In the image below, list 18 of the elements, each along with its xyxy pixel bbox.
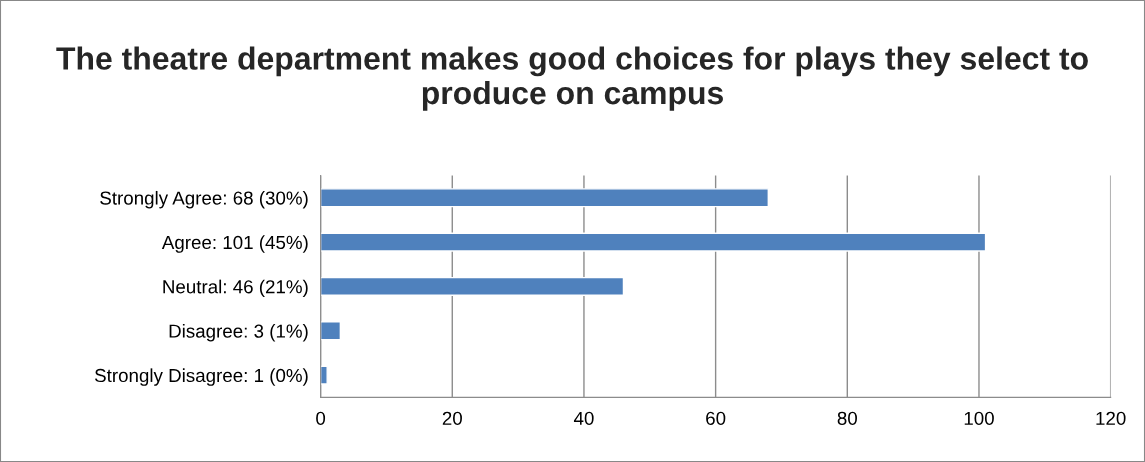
x-tick-label: 120 xyxy=(1096,411,1126,425)
bar xyxy=(320,232,987,252)
bar xyxy=(320,365,328,385)
x-tick-label: 80 xyxy=(837,411,857,425)
x-tick-label: 20 xyxy=(442,411,462,425)
chart-title: The theatre department makes good choices for plays they select to produce on campus xyxy=(56,46,1088,111)
y-tick-label: Strongly Agree: 68 (30%) xyxy=(100,190,308,209)
x-tick-label: 100 xyxy=(964,411,994,425)
bar xyxy=(320,321,342,341)
x-tick-label: 40 xyxy=(573,411,594,425)
bar xyxy=(320,188,769,208)
y-tick-label: Strongly Disagree: 1 (0%) xyxy=(94,368,308,386)
x-tick-label: 0 xyxy=(316,411,326,425)
y-tick-label: Disagree: 3 (1%) xyxy=(169,324,308,342)
y-tick-label: Neutral: 46 (21%) xyxy=(163,279,308,298)
bar xyxy=(320,276,625,297)
x-tick-label: 60 xyxy=(706,411,726,425)
y-tick-label: Agree: 101 (45%) xyxy=(161,235,308,253)
